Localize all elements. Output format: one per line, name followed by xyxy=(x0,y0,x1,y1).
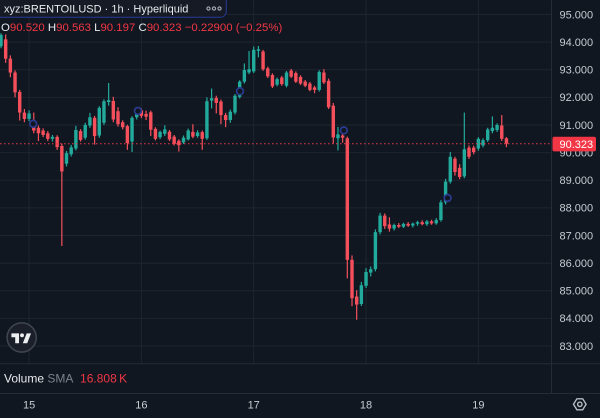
svg-text:87.000: 87.000 xyxy=(560,230,594,242)
svg-text:18: 18 xyxy=(360,400,372,412)
svg-text:95.000: 95.000 xyxy=(560,9,594,21)
svg-text:17: 17 xyxy=(248,400,260,412)
svg-text:86.000: 86.000 xyxy=(560,258,594,270)
svg-text:92.000: 92.000 xyxy=(560,92,594,104)
svg-text:93.000: 93.000 xyxy=(560,65,594,77)
svg-text:Volume SMA 16.808 K: Volume SMA 16.808 K xyxy=(4,371,127,385)
svg-text:84.000: 84.000 xyxy=(560,313,594,325)
svg-text:90.323: 90.323 xyxy=(560,139,594,151)
svg-text:91.000: 91.000 xyxy=(560,120,594,132)
svg-text:xyz:BRENTOILUSD · 1h · Hyperli: xyz:BRENTOILUSD · 1h · Hyperliquid xyxy=(4,4,188,16)
svg-text:O90.520 H90.563 L90.197 C90.32: O90.520 H90.563 L90.197 C90.323 −0.22900… xyxy=(1,22,282,34)
svg-text:15: 15 xyxy=(23,400,35,412)
svg-text:85.000: 85.000 xyxy=(560,286,594,298)
svg-text:83.000: 83.000 xyxy=(560,341,594,353)
svg-text:89.000: 89.000 xyxy=(560,175,594,187)
svg-text:19: 19 xyxy=(472,400,484,412)
svg-text:16: 16 xyxy=(135,400,147,412)
svg-text:88.000: 88.000 xyxy=(560,203,594,215)
svg-text:94.000: 94.000 xyxy=(560,37,594,49)
